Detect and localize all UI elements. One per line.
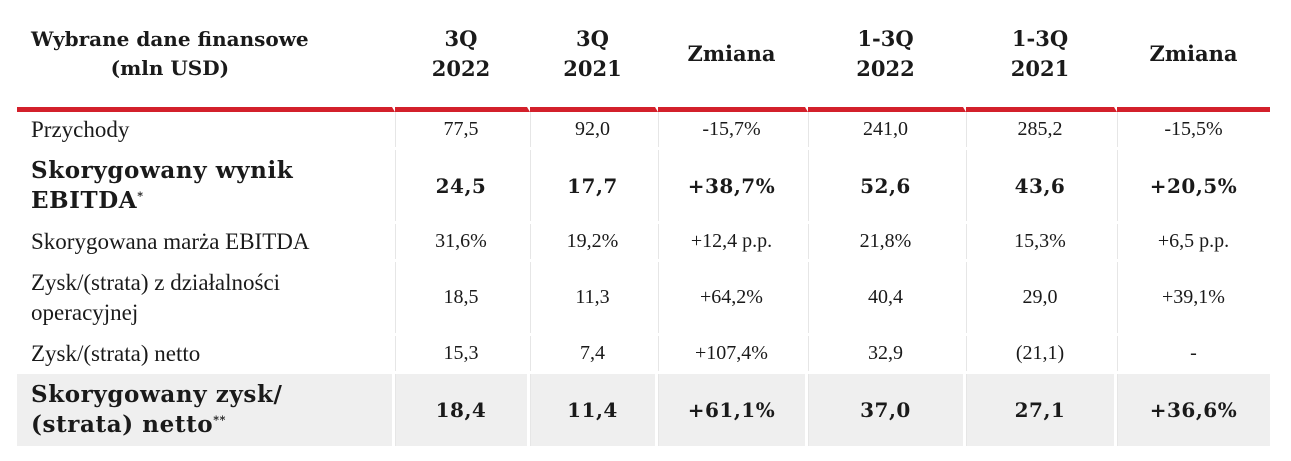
- table-cell: -15,5%: [1117, 112, 1270, 150]
- row-label: Zysk/(strata) netto: [17, 336, 395, 374]
- column-header-line2: 2022: [856, 55, 915, 81]
- table-row-net-profit: Zysk/(strata) netto 15,3 7,4 +107,4% 32,…: [17, 336, 1270, 374]
- table-cell: -15,7%: [658, 112, 808, 150]
- row-label: Zysk/(strata) z działalności operacyjnej: [17, 262, 395, 336]
- table-cell: 11,4: [530, 374, 658, 449]
- row-label-line2: EBITDA: [31, 186, 138, 214]
- row-label: Skorygowany wynik EBITDA*: [17, 150, 395, 224]
- table-cell: 32,9: [808, 336, 966, 374]
- column-header-line2: 2021: [1010, 55, 1070, 81]
- table-cell: 15,3: [395, 336, 530, 374]
- table-row-operating-profit: Zysk/(strata) z działalności operacyjnej…: [17, 262, 1270, 336]
- row-label-line1: Zysk/(strata) z działalności: [31, 269, 281, 295]
- table-row-revenue: Przychody 77,5 92,0 -15,7% 241,0 285,2 -…: [17, 112, 1270, 150]
- column-header-line1: Zmiana: [1149, 40, 1238, 66]
- table-cell: +39,1%: [1117, 262, 1270, 336]
- table-cell: 15,3%: [966, 224, 1117, 262]
- table-cell: +61,1%: [658, 374, 808, 449]
- header-label-line1: Wybrane dane finansowe: [31, 26, 309, 51]
- table-cell: 37,0: [808, 374, 966, 449]
- row-label-line2: operacyjnej: [31, 299, 139, 325]
- column-header-3q-2021: 3Q 2021: [530, 0, 658, 112]
- column-header-line2: 2022: [431, 55, 491, 81]
- table-cell: (21,1): [966, 336, 1117, 374]
- table-cell: 17,7: [530, 150, 658, 224]
- table-cell: 24,5: [395, 150, 530, 224]
- table-cell: +38,7%: [658, 150, 808, 224]
- table-row-ebitda-margin: Skorygowana marża EBITDA 31,6% 19,2% +12…: [17, 224, 1270, 262]
- table-header-row: Wybrane dane finansowe (mln USD) 3Q 2022…: [17, 0, 1270, 112]
- row-label: Skorygowana marża EBITDA: [17, 224, 395, 262]
- row-label: Przychody: [17, 112, 395, 150]
- table-cell: 27,1: [966, 374, 1117, 449]
- table-cell: 19,2%: [530, 224, 658, 262]
- financial-data-table: Wybrane dane finansowe (mln USD) 3Q 2022…: [17, 0, 1270, 449]
- table-row-adjusted-ebitda: Skorygowany wynik EBITDA* 24,5 17,7 +38,…: [17, 150, 1270, 224]
- table-cell: 92,0: [530, 112, 658, 150]
- row-label-text: Przychody: [31, 116, 130, 142]
- table-cell: 18,5: [395, 262, 530, 336]
- table-cell: 241,0: [808, 112, 966, 150]
- column-header-1-3q-2021: 1-3Q 2021: [966, 0, 1117, 112]
- table-cell: 285,2: [966, 112, 1117, 150]
- table-cell: 52,6: [808, 150, 966, 224]
- row-label-text: Zysk/(strata) netto: [31, 340, 201, 366]
- table-cell: -: [1117, 336, 1270, 374]
- column-header-change-quarter: Zmiana: [658, 0, 808, 112]
- column-header-line1: 3Q: [444, 25, 478, 51]
- table-cell: +12,4 p.p.: [658, 224, 808, 262]
- table-cell: 43,6: [966, 150, 1117, 224]
- row-label-line1: Skorygowany zysk/: [31, 381, 283, 408]
- column-header-line1: Zmiana: [687, 40, 776, 66]
- column-header-line1: 3Q: [576, 25, 609, 51]
- footnote-marker: *: [137, 188, 144, 202]
- table-cell: +36,6%: [1117, 374, 1270, 449]
- column-header-1-3q-2022: 1-3Q 2022: [808, 0, 966, 112]
- footnote-marker: **: [213, 413, 226, 427]
- table-cell: +20,5%: [1117, 150, 1270, 224]
- column-header-line2: 2021: [563, 55, 622, 81]
- column-header-line1: 1-3Q: [1011, 25, 1069, 51]
- table-cell: 21,8%: [808, 224, 966, 262]
- table-cell: 40,4: [808, 262, 966, 336]
- table-cell: 77,5: [395, 112, 530, 150]
- table-cell: +107,4%: [658, 336, 808, 374]
- table-cell: +6,5 p.p.: [1117, 224, 1270, 262]
- table-cell: 29,0: [966, 262, 1117, 336]
- table-cell: 18,4: [395, 374, 530, 449]
- header-label-cell: Wybrane dane finansowe (mln USD): [17, 0, 395, 112]
- table-cell: +64,2%: [658, 262, 808, 336]
- row-label-text: Skorygowana marża EBITDA: [31, 228, 310, 254]
- table-cell: 31,6%: [395, 224, 530, 262]
- column-header-change-ytd: Zmiana: [1117, 0, 1270, 112]
- row-label-line2: (strata) netto: [31, 411, 214, 438]
- table-cell: 11,3: [530, 262, 658, 336]
- row-label: Skorygowany zysk/ (strata) netto**: [17, 374, 395, 449]
- column-header-line1: 1-3Q: [857, 25, 914, 51]
- table-cell: 7,4: [530, 336, 658, 374]
- row-label-line1: Skorygowany wynik: [31, 156, 294, 184]
- column-header-3q-2022: 3Q 2022: [395, 0, 530, 112]
- table-row-adjusted-net-profit: Skorygowany zysk/ (strata) netto** 18,4 …: [17, 374, 1270, 449]
- header-label-line2: (mln USD): [110, 55, 230, 80]
